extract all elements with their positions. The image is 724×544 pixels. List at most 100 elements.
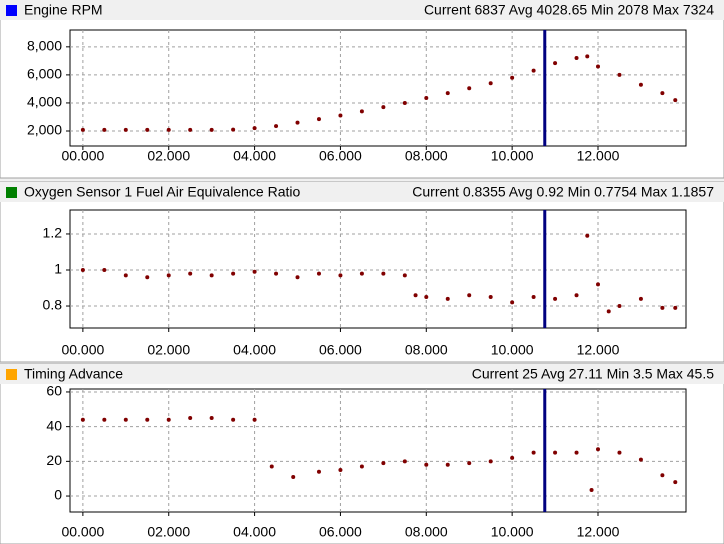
data-point	[381, 461, 386, 466]
y-tick-label: 4,000	[27, 94, 62, 110]
data-point	[102, 267, 107, 272]
data-point	[402, 273, 407, 278]
data-point	[188, 271, 193, 276]
data-point	[553, 61, 558, 66]
data-point	[274, 271, 279, 276]
chart-title: Engine RPM	[24, 2, 103, 18]
y-tick-label: 2,000	[27, 122, 62, 138]
chart-stats: Current 0.8355 Avg 0.92 Min 0.7754 Max 1…	[412, 184, 714, 200]
data-point	[316, 117, 321, 122]
x-tick-label: 10.000	[491, 342, 534, 358]
data-point	[553, 296, 558, 301]
panel-header	[0, 182, 724, 202]
data-point	[166, 273, 171, 278]
data-point	[660, 91, 665, 96]
data-point	[269, 464, 274, 469]
data-point	[596, 447, 600, 452]
x-tick-label: 08.000	[405, 524, 448, 540]
data-point	[488, 295, 493, 300]
y-tick-label: 60	[46, 383, 62, 399]
data-point	[338, 468, 343, 473]
y-tick-label: 0	[54, 487, 62, 503]
data-point	[231, 417, 236, 422]
data-point	[510, 455, 515, 460]
data-point	[531, 295, 536, 300]
legend-swatch	[6, 5, 17, 16]
data-point	[510, 75, 515, 80]
data-point	[316, 469, 321, 474]
chart-stats: Current 6837 Avg 4028.65 Min 2078 Max 73…	[424, 2, 714, 18]
chart-title: Timing Advance	[24, 366, 123, 382]
data-point	[638, 296, 643, 301]
x-tick-label: 08.000	[405, 342, 448, 358]
data-point	[531, 68, 536, 73]
data-point	[338, 113, 343, 118]
x-tick-label: 02.000	[147, 524, 190, 540]
y-tick-label: 1	[54, 261, 62, 277]
data-point	[381, 271, 386, 276]
data-point	[102, 127, 107, 132]
x-tick-label: 06.000	[319, 148, 362, 164]
data-point	[231, 271, 236, 276]
x-tick-label: 04.000	[233, 148, 276, 164]
data-point	[606, 309, 611, 314]
data-point	[145, 127, 150, 132]
data-point	[638, 457, 643, 462]
data-point	[316, 271, 321, 276]
y-tick-label: 1.2	[43, 225, 63, 241]
x-tick-label: 00.000	[61, 148, 104, 164]
y-tick-label: 0.8	[43, 297, 63, 313]
data-point	[145, 417, 150, 422]
data-point	[617, 72, 622, 77]
data-point	[295, 275, 300, 280]
data-point	[252, 269, 257, 274]
data-point	[445, 296, 450, 301]
data-point	[673, 480, 678, 485]
data-point	[574, 56, 579, 61]
x-tick-label: 10.000	[491, 148, 534, 164]
data-point	[291, 474, 296, 479]
chart-stats: Current 25 Avg 27.11 Min 3.5 Max 45.5	[472, 366, 715, 382]
data-point	[445, 462, 450, 467]
data-point	[660, 473, 665, 478]
data-point	[531, 450, 536, 455]
data-point	[596, 64, 600, 69]
x-tick-label: 00.000	[61, 342, 104, 358]
data-point	[488, 81, 493, 86]
data-point	[252, 126, 257, 131]
data-point	[338, 273, 343, 278]
x-tick-label: 02.000	[147, 342, 190, 358]
y-tick-label: 6,000	[27, 66, 62, 82]
x-tick-label: 12.000	[577, 342, 620, 358]
data-point	[359, 464, 364, 469]
x-tick-label: 10.000	[491, 524, 534, 540]
data-point	[424, 462, 429, 467]
data-point	[209, 273, 214, 278]
data-point	[589, 487, 594, 492]
data-point	[467, 461, 472, 466]
legend-swatch	[6, 187, 17, 198]
x-tick-label: 00.000	[61, 524, 104, 540]
x-tick-label: 12.000	[577, 524, 620, 540]
data-point	[673, 305, 678, 310]
data-point	[638, 82, 643, 87]
x-tick-label: 02.000	[147, 148, 190, 164]
data-point	[596, 282, 600, 287]
data-point	[359, 271, 364, 276]
data-point	[102, 417, 107, 422]
x-tick-label: 04.000	[233, 524, 276, 540]
data-point	[231, 127, 236, 132]
data-point	[510, 300, 515, 305]
plot-area	[69, 29, 687, 147]
data-point	[585, 54, 590, 59]
data-point	[488, 459, 493, 464]
x-tick-label: 12.000	[577, 148, 620, 164]
data-point	[585, 233, 590, 238]
data-point	[574, 450, 579, 455]
data-point	[80, 417, 85, 422]
data-point	[359, 109, 364, 114]
data-point	[188, 415, 193, 420]
panel-header	[0, 0, 724, 20]
y-tick-label: 40	[46, 417, 62, 433]
